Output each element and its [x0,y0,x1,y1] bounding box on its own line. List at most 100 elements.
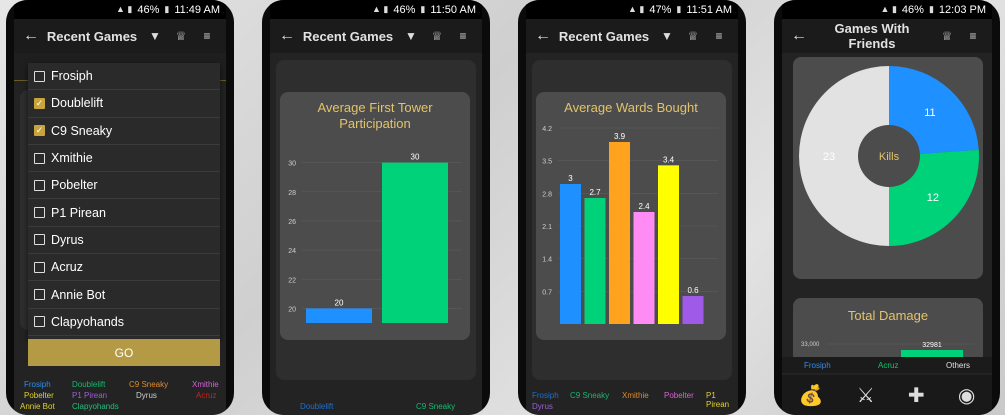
y-tick-label: 30 [288,161,296,168]
go-button[interactable]: GO [28,339,220,366]
bottom-tab-bar: 💰 ⚔ ✚ ◉ [782,375,992,415]
battery-icon: ▮ [420,4,426,14]
chart-title: Total Damage [847,308,929,323]
player-name: Doublelift [51,96,104,111]
checkbox[interactable] [34,261,45,273]
player-name: Acruz [51,260,83,275]
checkbox[interactable] [34,289,45,301]
screen-games-with-friends: ▲ ▮ 46% ▮ 12:03 PM ← Games With Friends … [782,0,992,415]
wards-bar-chart: 0.7 1.4 2.1 2.8 3.5 4.2 3 2.7 3.9 2.4 3.4 0.6 [542,126,718,324]
legend-strip [782,357,992,373]
status-bar: ▲ ▮ 46% ▮ 12:03 PM [782,0,992,19]
checkbox[interactable] [34,234,45,246]
checkbox[interactable] [34,152,45,164]
menu-icon[interactable]: ≡ [715,29,723,43]
legend-item: Dyrus [136,391,157,400]
bar [633,212,655,324]
y-tick-label: 33,000 [801,342,820,348]
y-tick-label: 28 [288,190,296,197]
bar [382,162,448,323]
phone-1: ▲ ▮ 46% ▮ 11:49 AM ← Recent Games ▼ ♕ ≡ … [6,0,234,415]
data-label: 2.7 [589,188,601,197]
donut-hole [858,125,920,187]
y-tick-label: 1.4 [542,257,552,264]
eye-icon[interactable]: ◉ [957,384,976,407]
trophy-icon[interactable]: ♕ [687,29,699,43]
legend-item: P1 Pirean [706,391,730,409]
data-label: 3.4 [663,155,675,164]
back-arrow-icon[interactable]: ← [535,27,551,44]
clock: 11:51 AM [686,3,732,16]
player-name: C9 Sneaky [51,123,113,138]
legend-item: Others [946,361,971,370]
back-arrow-icon[interactable]: ← [791,27,807,44]
player-option[interactable]: Dyrus [28,227,220,255]
sword-icon[interactable]: ⚔ [856,384,875,407]
menu-icon[interactable]: ≡ [203,29,211,43]
player-name: Annie Bot [51,287,106,302]
player-option[interactable]: Xmithie [28,145,220,173]
legend-item: Doublelift [72,380,106,389]
back-arrow-icon[interactable]: ← [23,27,39,44]
signal-icons: ▲ ▮ [627,4,645,14]
menu-icon[interactable]: ≡ [459,29,467,43]
y-tick-label: 2.1 [542,224,552,231]
player-option[interactable]: Annie Bot [28,281,220,309]
money-bag-icon[interactable]: 💰 [798,384,824,407]
menu-icon[interactable]: ≡ [969,29,977,43]
data-label: 30 [411,153,420,162]
legend-item: Acruz [878,361,899,370]
trophy-icon[interactable]: ♕ [431,29,443,43]
center-label: Kills [879,151,900,163]
legend-item: Acruz [196,391,217,400]
phone-3: ▲ ▮ 47% ▮ 11:51 AM ← Recent Games ▼ ♕ ≡ … [518,0,746,415]
page-title: Recent Games [302,28,394,44]
trophy-icon[interactable]: ♕ [941,29,953,43]
bar [560,184,581,324]
filter-icon[interactable]: ▼ [149,29,161,43]
player-option[interactable]: ✓ C9 Sneaky [28,118,220,145]
checkbox[interactable] [34,207,45,219]
back-arrow-icon[interactable]: ← [279,27,295,44]
legend-item: Xmithie [622,391,649,400]
phone-4: ▲ ▮ 46% ▮ 12:03 PM ← Games With Friends … [774,0,1000,415]
page-title: Recent Games [558,28,650,44]
legend-item: Frosiph [804,361,831,370]
checkbox-checked[interactable]: ✓ [34,125,45,137]
checkbox[interactable] [34,70,45,82]
checkbox[interactable] [34,179,45,191]
battery-icon: ▮ [164,4,170,14]
player-option[interactable]: Pobelter [28,172,220,200]
signal-icons: ▲ ▮ [880,4,897,14]
y-tick-label: 24 [288,248,296,255]
legend-item: Frosiph [532,391,559,400]
status-bar: ▲ ▮ 46% ▮ 11:49 AM [14,0,226,19]
player-name: Xmithie [51,151,93,166]
checkbox[interactable] [34,316,45,328]
screen-first-tower: ▲ ▮ 46% ▮ 11:50 AM ← Recent Games ▼ ♕ ≡ … [270,0,482,415]
legend-item: Clapyohands [72,402,119,411]
checkbox-checked[interactable]: ✓ [34,97,45,109]
player-option[interactable]: Clapyohands [28,309,220,336]
app-bar: ← Games With Friends ♕ ≡ [782,19,992,53]
slice-label: 23 [823,151,835,163]
filter-icon[interactable]: ▼ [661,29,673,43]
data-label: 3.9 [614,132,626,141]
battery-level: 46% [901,3,924,16]
y-tick-label: 4.2 [542,126,552,133]
trophy-icon[interactable]: ♕ [175,29,187,43]
player-option[interactable]: ✓ Doublelift [28,90,220,118]
legend-item: Annie Bot [20,402,55,411]
legend-item: C9 Sneaky [129,380,169,389]
filter-icon[interactable]: ▼ [405,29,417,43]
bar [609,142,630,324]
player-option[interactable]: P1 Pirean [28,199,220,227]
kills-pie-chart: 11 12 23 Kills [799,66,979,246]
medkit-icon[interactable]: ✚ [907,384,925,407]
y-tick-label: 3.5 [542,159,552,166]
data-label: 20 [335,298,344,307]
player-option[interactable]: Frosiph [28,63,220,91]
page-title: Games With Friends [834,21,910,51]
player-option[interactable]: Acruz [28,254,220,282]
battery-icon: ▮ [676,4,682,14]
